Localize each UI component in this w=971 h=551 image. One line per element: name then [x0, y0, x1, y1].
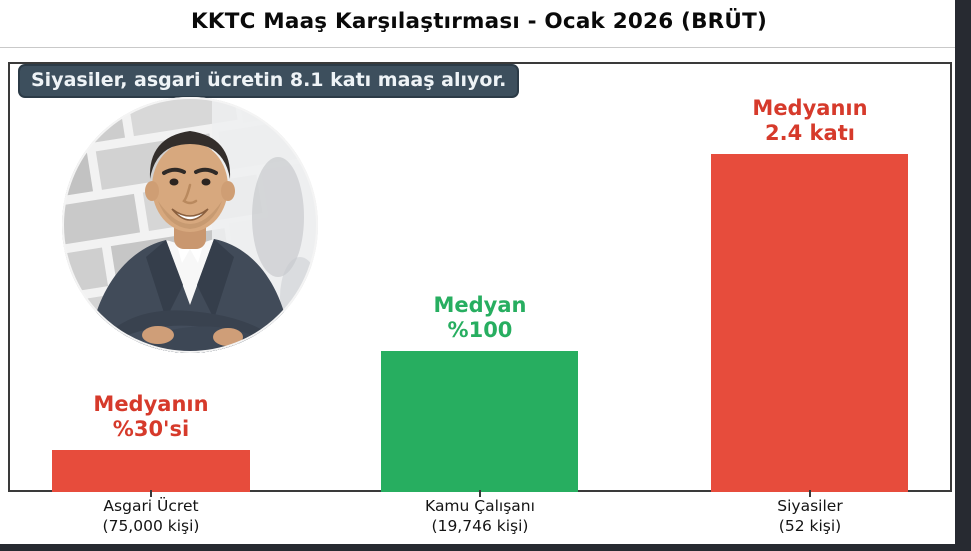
x-label-siyasiler: Siyasiler (52 kişi) — [777, 497, 843, 535]
bar-value-label-siyasiler: Medyanın 2.4 katı — [752, 95, 868, 146]
annotation-box: Siyasiler, asgari ücretin 8.1 katı maaş … — [18, 64, 520, 98]
bar-kamu-calisani — [381, 351, 578, 492]
bar-asgari-ucret — [52, 450, 250, 492]
bar-value-label-asgari-ucret: Medyanın %30'si — [93, 391, 209, 442]
chart-title: KKTC Maaş Karşılaştırması - Ocak 2026 (B… — [191, 9, 767, 34]
x-tick — [809, 490, 811, 497]
x-label-kamu-calisani: Kamu Çalışanı (19,746 kişi) — [425, 497, 535, 535]
bar-siyasiler — [711, 154, 908, 492]
politician-portrait-photo — [62, 97, 318, 353]
divider-line — [0, 47, 955, 48]
bar-value-label-kamu-calisani: Medyan %100 — [433, 292, 527, 343]
x-tick — [150, 490, 152, 497]
screen-edge-bottom-strip — [0, 544, 955, 551]
x-label-asgari-ucret: Asgari Ücret (75,000 kişi) — [102, 497, 200, 535]
screen-edge-right-strip — [955, 0, 971, 551]
x-tick — [479, 490, 481, 497]
hair — [149, 131, 231, 179]
portrait-illustration — [62, 97, 318, 353]
